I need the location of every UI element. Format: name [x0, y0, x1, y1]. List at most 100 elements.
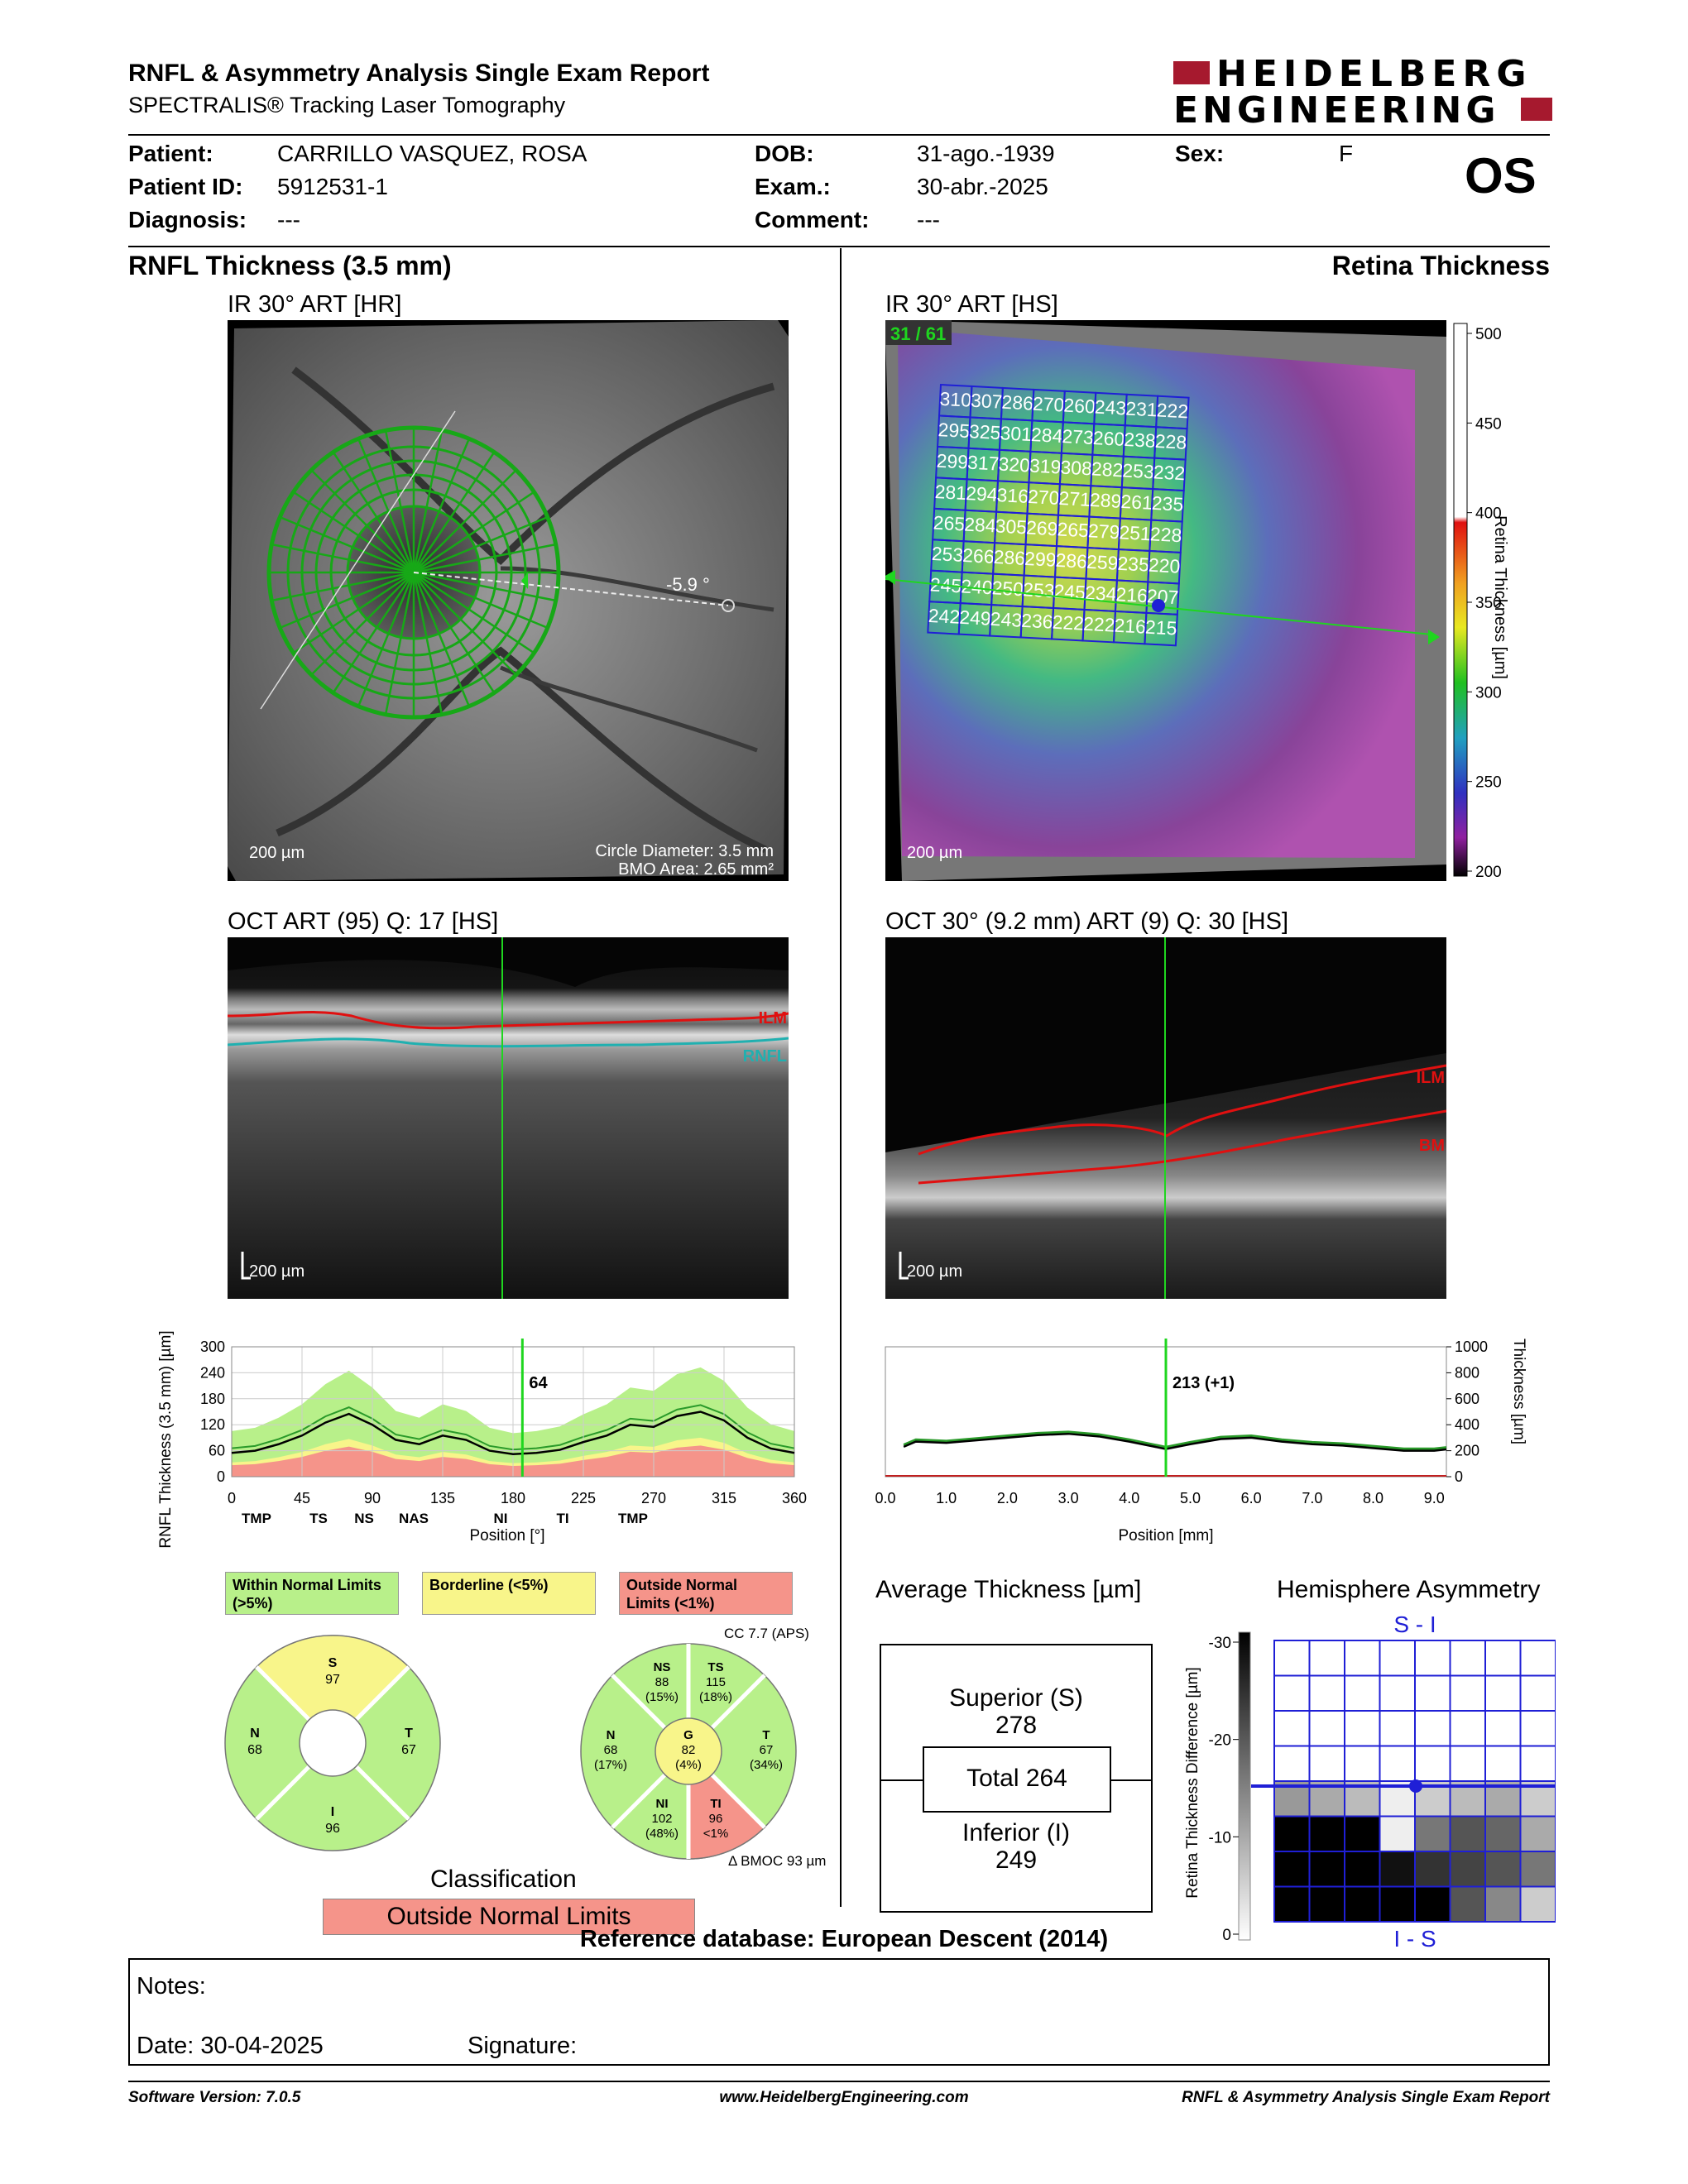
retina-chart-ylabel: Thickness [µm] — [1510, 1339, 1527, 1444]
pie-left-i-value: 96 — [325, 1822, 340, 1836]
pie-right-g-pct: (4%) — [675, 1758, 702, 1772]
asymmetry-cell — [1379, 1885, 1416, 1923]
asymmetry-tick: -10 — [1209, 1829, 1231, 1846]
sector-label: TS — [309, 1511, 328, 1526]
sex-label: Sex: — [1175, 141, 1225, 166]
legend-borderline: Borderline (<5%) — [422, 1572, 596, 1615]
asymmetry-cell — [1519, 1640, 1556, 1677]
asymmetry-cell — [1484, 1674, 1522, 1712]
average-superior-value: 278 — [995, 1712, 1038, 1739]
thickness-value: 243 — [990, 608, 1023, 631]
colorbar-label: Retina Thickness [µm] — [1491, 515, 1509, 679]
thickness-value: 215 — [1144, 616, 1177, 639]
oct-right-bscan: ILM BM 200 µm — [885, 937, 1446, 1299]
thickness-value: 222 — [1052, 611, 1085, 635]
colorbar-tick: 250 — [1475, 774, 1502, 792]
asymmetry-cell — [1449, 1815, 1486, 1852]
oct-left-ilm-label: ILM — [759, 1009, 787, 1027]
sector-label: TMP — [242, 1511, 271, 1526]
pie-right-t-label: T — [762, 1728, 770, 1742]
oct-right-label: OCT 30° (9.2 mm) ART (9) Q: 30 [HS] — [885, 908, 1289, 935]
asymmetry-cell — [1308, 1640, 1345, 1677]
thickness-value: 299 — [1024, 548, 1057, 571]
asymmetry-tick: -30 — [1209, 1635, 1231, 1652]
thickness-value: 235 — [1117, 553, 1150, 576]
footer-report: RNFL & Asymmetry Analysis Single Exam Re… — [1182, 2089, 1550, 2106]
rnfl-thickness-chart: 0 60 120 180 240 300 0 45 90 135 180 225 270 315 360 TM… — [157, 1330, 807, 1548]
footer-website[interactable]: www.HeidelbergEngineering.com — [719, 2089, 969, 2106]
thickness-value: 270 — [1032, 393, 1065, 416]
asymmetry-cell — [1519, 1745, 1556, 1782]
thickness-value: 325 — [968, 420, 1001, 443]
classification-result: Outside Normal Limits — [323, 1899, 695, 1935]
pie-left-n-label: N — [250, 1727, 260, 1741]
retina-series-line — [903, 1432, 1447, 1452]
asymmetry-cell — [1308, 1745, 1345, 1782]
patient-id-label: Patient ID: — [128, 174, 243, 199]
thickness-value: 299 — [936, 450, 969, 473]
notes-box[interactable]: Notes: Date: 30-04-2025 Signature: — [128, 1958, 1550, 2066]
footer-version: Software Version: 7.0.5 — [128, 2089, 301, 2106]
asymmetry-cell — [1414, 1815, 1451, 1852]
reference-database: Reference database: European Descent (20… — [579, 1926, 1109, 1952]
hemisphere-asymmetry-grid: -30 -20 -10 0 Retina Thickness Difference [… — [1184, 1612, 1556, 1952]
x-tick-label: 7.0 — [1302, 1490, 1322, 1506]
x-tick-label: 5.0 — [1180, 1490, 1201, 1506]
y-tick-label: 0 — [1455, 1468, 1463, 1485]
thickness-value: 308 — [1060, 456, 1093, 479]
thickness-value: 238 — [1124, 429, 1157, 452]
thickness-value: 294 — [966, 482, 999, 505]
thickness-value: 216 — [1114, 615, 1147, 638]
marker-value: 213 (+1) — [1172, 1374, 1235, 1392]
asymmetry-cell — [1273, 1640, 1311, 1677]
asymmetry-cell — [1414, 1851, 1451, 1888]
sector-label: TI — [556, 1511, 568, 1526]
thickness-value: 270 — [1027, 486, 1060, 509]
sector-pie-garway: NS 88 (15%) TS 115 (18%) N 68 (17%) G 82… — [580, 1643, 797, 1860]
y-tick-label: 600 — [1455, 1391, 1479, 1407]
thickness-value: 249 — [959, 606, 992, 630]
pie-right-ni-label: NI — [656, 1797, 669, 1811]
asymmetry-cell — [1449, 1640, 1486, 1677]
oct-left-rnfl-label: RNFL — [743, 1047, 787, 1066]
asymmetry-axis-label: Retina Thickness Difference [µm] — [1184, 1667, 1201, 1899]
pie-right-cc: CC 7.7 (APS) — [724, 1626, 809, 1641]
y-tick-label: 0 — [217, 1468, 225, 1485]
thickness-value: 228 — [1149, 523, 1182, 546]
x-tick-label: 225 — [571, 1490, 596, 1506]
diagnosis-value: --- — [277, 207, 300, 232]
comment-label: Comment: — [755, 207, 870, 232]
asymmetry-cell — [1414, 1885, 1451, 1923]
notes-date: Date: 30-04-2025 — [137, 2033, 324, 2059]
pie-right-t-pct: (34%) — [750, 1758, 783, 1772]
x-tick-label: 3.0 — [1058, 1490, 1079, 1506]
asymmetry-cell — [1344, 1815, 1381, 1852]
asymmetry-cell — [1519, 1674, 1556, 1712]
pie-left-i-label: I — [331, 1805, 334, 1819]
asymmetry-cell — [1449, 1885, 1486, 1923]
thickness-value: 222 — [1083, 613, 1116, 636]
fundus-left-scale: 200 µm — [249, 844, 305, 862]
thickness-value: 251 — [1119, 521, 1152, 544]
thickness-value: 301 — [1000, 422, 1033, 445]
thickness-value: 253 — [931, 543, 964, 566]
exam-label: Exam.: — [755, 174, 831, 199]
thickness-value: 265 — [1057, 518, 1090, 541]
thickness-value: 228 — [1154, 430, 1187, 453]
x-tick-label: 0 — [228, 1490, 236, 1506]
asymmetry-cell — [1484, 1745, 1522, 1782]
thickness-value: 320 — [998, 453, 1031, 477]
thickness-value: 305 — [995, 515, 1028, 538]
footer-divider — [128, 2081, 1550, 2082]
average-total-box: Total 264 — [923, 1746, 1111, 1813]
pie-right-n-pct: (17%) — [594, 1758, 627, 1772]
thickness-map-frame: 31 / 61 — [890, 323, 946, 344]
retina-thickness-chart: 0 200 400 600 800 1000 0.0 1.0 2.0 3.0 4.0 5.0 6.0 7.… — [875, 1339, 1527, 1545]
asymmetry-cell — [1379, 1815, 1416, 1852]
y-tick-label: 800 — [1455, 1364, 1479, 1381]
sex-value: F — [1339, 141, 1354, 166]
asymmetry-cell — [1484, 1815, 1522, 1852]
x-tick-label: 6.0 — [1241, 1490, 1262, 1506]
pie-right-ni-value: 102 — [651, 1812, 672, 1826]
thickness-value: 284 — [1030, 424, 1063, 447]
